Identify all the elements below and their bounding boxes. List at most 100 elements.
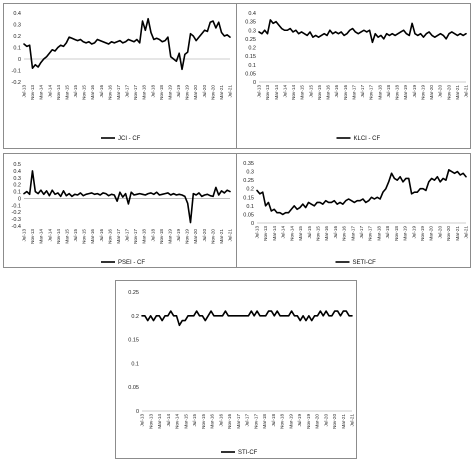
x-tick-label: Mar-20 bbox=[193, 85, 198, 100]
legend-label: PSEI - CF bbox=[118, 260, 145, 266]
x-tick-label: Mar-19 bbox=[403, 85, 408, 100]
chart-panel-jci: -0.2 -0.1 0 0.1 0.2 0.3 0.4 Jul-13 Nov-13 Mar-14 J… bbox=[3, 3, 237, 149]
x-tick-label: Nov-18 bbox=[394, 226, 399, 241]
y-tick-label: 0.35 bbox=[243, 161, 254, 167]
x-tick-label: Jul-18 bbox=[385, 226, 390, 239]
x-tick-label: Nov-16 bbox=[107, 229, 112, 244]
x-tick-label: Jul-14 bbox=[281, 226, 286, 239]
x-tick-label: Mar-16 bbox=[210, 414, 215, 429]
x-tick-label: Jul-15 bbox=[73, 229, 78, 242]
x-tick-label: Mar-20 bbox=[315, 414, 320, 429]
x-tick-label: Mar-21 bbox=[219, 85, 224, 100]
x-tick-label: Jul-17 bbox=[359, 226, 364, 239]
x-tick-label: Nov-19 bbox=[185, 229, 190, 244]
x-tick-label: Nov-13 bbox=[30, 229, 35, 244]
x-tick-label: Nov-17 bbox=[133, 85, 138, 100]
x-tick-label: Jul-13 bbox=[255, 226, 260, 239]
x-tick-label: Jul-19 bbox=[176, 229, 181, 242]
x-tick-label: Jul-19 bbox=[412, 85, 417, 98]
x-tick-label: Nov-15 bbox=[82, 229, 87, 244]
x-tick-label: Jul-20 bbox=[323, 414, 328, 427]
series-line-sti bbox=[141, 310, 353, 327]
y-tick-label: 0.4 bbox=[248, 11, 256, 17]
y-tick-label: 0.3 bbox=[13, 176, 21, 182]
x-tick-label: Mar-21 bbox=[455, 85, 460, 100]
x-tick-label: Mar-14 bbox=[157, 414, 162, 429]
y-tick-label: -0.3 bbox=[12, 217, 21, 223]
x-tick-label: Mar-19 bbox=[288, 414, 293, 429]
y-tick-label: 0.1 bbox=[248, 63, 256, 69]
y-tick-label: 0.2 bbox=[131, 314, 139, 320]
x-tick-label: Mar-16 bbox=[90, 85, 95, 100]
legend-label: JCI - CF bbox=[118, 136, 141, 142]
x-tick-label: Nov-18 bbox=[159, 229, 164, 244]
x-tick-label: Jul-19 bbox=[297, 414, 302, 427]
x-tick-label: Jul-13 bbox=[257, 85, 262, 98]
y-tick-label: 0.1 bbox=[131, 361, 139, 367]
x-tick-label: Jul-18 bbox=[271, 414, 276, 427]
x-tick-label: Nov-16 bbox=[107, 85, 112, 100]
x-tick-label: Mar-19 bbox=[403, 226, 408, 241]
x-tick-label: Jul-16 bbox=[333, 226, 338, 239]
legend-label: KLCI - CF bbox=[354, 136, 381, 142]
y-tick-label: 0.2 bbox=[13, 183, 21, 189]
series-line-seti bbox=[256, 169, 467, 216]
x-tick-label: Jul-14 bbox=[166, 414, 171, 427]
x-tick-label: Mar-20 bbox=[429, 226, 434, 241]
x-tick-label: Jul-17 bbox=[125, 85, 130, 98]
x-tick-label: Nov-14 bbox=[56, 85, 61, 100]
chart-panel-klci: 0 0.05 0.1 0.15 0.2 0.25 0.3 0.35 0.4 Jul-13 Nov-1… bbox=[236, 3, 471, 149]
x-tick-label: Nov-13 bbox=[263, 226, 268, 241]
x-tick-label: Nov-19 bbox=[185, 85, 190, 100]
x-tick-label: Jul-13 bbox=[22, 85, 27, 98]
y-tick-label: -0.1 bbox=[12, 69, 21, 75]
y-tick-label: -0.1 bbox=[12, 203, 21, 209]
x-tick-label: Mar-16 bbox=[324, 226, 329, 241]
x-tick-label: Jul-16 bbox=[334, 85, 339, 98]
x-tick-label: Mar-17 bbox=[236, 414, 241, 429]
y-tick-label: 0.15 bbox=[245, 54, 256, 60]
x-tick-label: Jul-14 bbox=[47, 85, 52, 98]
y-tick-label: 0.05 bbox=[245, 71, 256, 77]
x-tick-label: Jul-18 bbox=[150, 85, 155, 98]
x-tick-label: Nov-13 bbox=[30, 85, 35, 100]
x-tick-label: Jul-20 bbox=[202, 229, 207, 242]
y-tick-label: 0.2 bbox=[248, 46, 256, 52]
x-tick-label: Nov-20 bbox=[446, 226, 451, 241]
x-tick-label: Nov-16 bbox=[343, 85, 348, 100]
x-tick-label: Jul-15 bbox=[308, 85, 313, 98]
x-tick-label: Jul-21 bbox=[350, 414, 355, 427]
y-tick-label: 0.3 bbox=[13, 23, 21, 29]
x-tick-label: Mar-14 bbox=[274, 85, 279, 100]
x-tick-label: Jul-21 bbox=[228, 85, 233, 98]
x-tick-label: Nov-15 bbox=[201, 414, 206, 429]
x-tick-label: Mar-15 bbox=[183, 414, 188, 429]
x-tick-label: Jul-19 bbox=[176, 85, 181, 98]
x-tick-label: Nov-15 bbox=[315, 226, 320, 241]
chart-sti: 0 0.05 0.1 0.15 0.2 0.25 Jul-13 Nov-13 Mar-14 Jul… bbox=[128, 290, 355, 456]
y-tick-label: 0 bbox=[253, 80, 256, 86]
x-tick-label: Mar-21 bbox=[219, 229, 224, 244]
x-tick-label: Jul-20 bbox=[437, 226, 442, 239]
x-tick-label: Nov-20 bbox=[210, 229, 215, 244]
x-tick-label: Jul-20 bbox=[202, 85, 207, 98]
x-tick-label: Nov-18 bbox=[159, 85, 164, 100]
x-tick-label: Jul-16 bbox=[99, 229, 104, 242]
x-tick-label: Nov-17 bbox=[369, 85, 374, 100]
legend-label: STI-CF bbox=[238, 450, 258, 456]
x-tick-label: Mar-20 bbox=[429, 85, 434, 100]
x-tick-label: Mar-18 bbox=[142, 229, 147, 244]
y-tick-label: 0.25 bbox=[243, 178, 254, 184]
x-tick-label: Nov-20 bbox=[210, 85, 215, 100]
x-tick-label: Jul-13 bbox=[22, 229, 27, 242]
y-tick-label: 0.2 bbox=[13, 34, 21, 40]
x-tick-label: Jul-14 bbox=[282, 85, 287, 98]
x-tick-label: Jul-18 bbox=[150, 229, 155, 242]
y-tick-label: 0.15 bbox=[128, 338, 139, 344]
y-tick-label: 0.4 bbox=[13, 11, 21, 17]
x-tick-label: Jul-20 bbox=[438, 85, 443, 98]
y-tick-label: 0.2 bbox=[246, 187, 254, 193]
x-tick-label: Nov-19 bbox=[420, 85, 425, 100]
series-line-klci bbox=[258, 19, 467, 44]
